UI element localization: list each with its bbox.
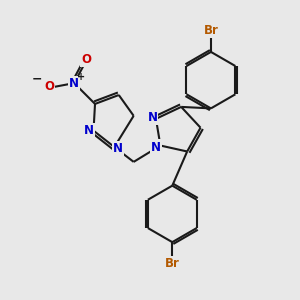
Text: Br: Br	[203, 24, 218, 37]
Text: O: O	[44, 80, 54, 93]
Text: N: N	[84, 124, 94, 137]
Text: N: N	[151, 140, 161, 154]
Text: O: O	[81, 53, 91, 66]
Text: N: N	[69, 76, 79, 90]
Text: N: N	[147, 111, 158, 124]
Text: +: +	[77, 72, 85, 82]
Text: Br: Br	[165, 257, 180, 270]
Text: N: N	[113, 142, 123, 155]
Text: −: −	[32, 72, 42, 85]
